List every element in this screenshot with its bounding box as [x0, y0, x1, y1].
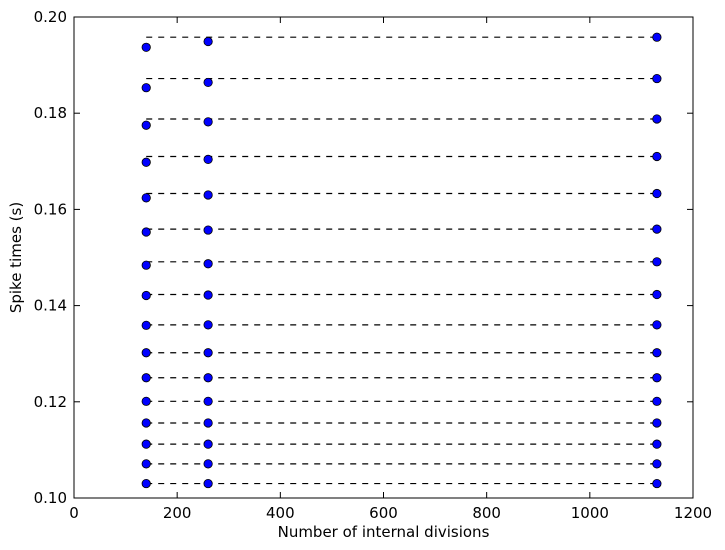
data-point	[141, 320, 151, 330]
data-point	[652, 151, 662, 162]
data-point	[652, 373, 662, 383]
data-point	[652, 257, 662, 267]
plot-frame	[73, 16, 694, 499]
x-axis-label: Number of internal divisions	[278, 523, 490, 541]
data-points	[141, 32, 662, 489]
data-point	[141, 459, 151, 469]
x-tick-label: 1200	[674, 504, 712, 522]
data-point	[203, 117, 213, 127]
data-point	[203, 478, 213, 489]
data-point	[141, 348, 151, 358]
data-point	[203, 396, 213, 406]
y-tick-label: 0.16	[34, 200, 67, 218]
data-point	[652, 459, 662, 469]
data-point	[141, 120, 151, 130]
data-point	[141, 157, 151, 167]
y-tick-label: 0.14	[34, 297, 67, 315]
data-point	[652, 478, 662, 489]
data-point	[203, 225, 213, 235]
data-point	[203, 77, 213, 88]
y-tick-label: 0.12	[34, 393, 67, 411]
x-tick-label: 800	[472, 504, 501, 522]
data-point	[203, 259, 213, 269]
data-point	[652, 348, 662, 358]
data-point	[141, 396, 151, 406]
data-point	[203, 190, 213, 200]
data-point	[141, 439, 151, 449]
x-tick-label: 400	[266, 504, 295, 522]
reference-lines	[146, 36, 657, 485]
x-tick-label: 1000	[571, 504, 609, 522]
data-point	[141, 373, 151, 383]
data-point	[652, 114, 662, 124]
data-point	[141, 290, 151, 301]
x-tick-label: 0	[69, 504, 79, 522]
x-tick-label: 600	[369, 504, 398, 522]
data-point	[652, 73, 662, 84]
x-tick-label: 200	[163, 504, 192, 522]
y-tick-label: 0.20	[34, 8, 67, 26]
data-point	[203, 418, 213, 428]
data-point	[652, 418, 662, 428]
y-axis-label: Spike times (s)	[7, 202, 25, 313]
data-point	[652, 320, 662, 330]
data-point	[203, 348, 213, 358]
data-point	[652, 396, 662, 406]
data-point	[203, 36, 213, 47]
data-point	[141, 260, 151, 270]
data-point	[141, 418, 151, 428]
y-tick-label: 0.18	[34, 104, 67, 122]
data-point	[652, 224, 662, 234]
data-point	[652, 439, 662, 449]
data-point	[203, 373, 213, 383]
axis-ticks: 0 200 400 600 800 1000 1200 0.10 0.12 0.14 0.16 0.1…	[34, 8, 713, 522]
data-point	[203, 320, 213, 330]
data-point	[652, 289, 662, 300]
data-point	[141, 227, 151, 237]
data-point	[203, 439, 213, 449]
data-point	[203, 154, 213, 164]
data-point	[141, 83, 151, 93]
data-point	[652, 32, 662, 42]
data-point	[652, 188, 662, 199]
data-point	[203, 459, 213, 469]
data-point	[141, 42, 151, 52]
data-point	[141, 478, 151, 489]
y-tick-label: 0.10	[34, 489, 67, 507]
data-point	[141, 193, 151, 203]
data-point	[203, 290, 213, 300]
